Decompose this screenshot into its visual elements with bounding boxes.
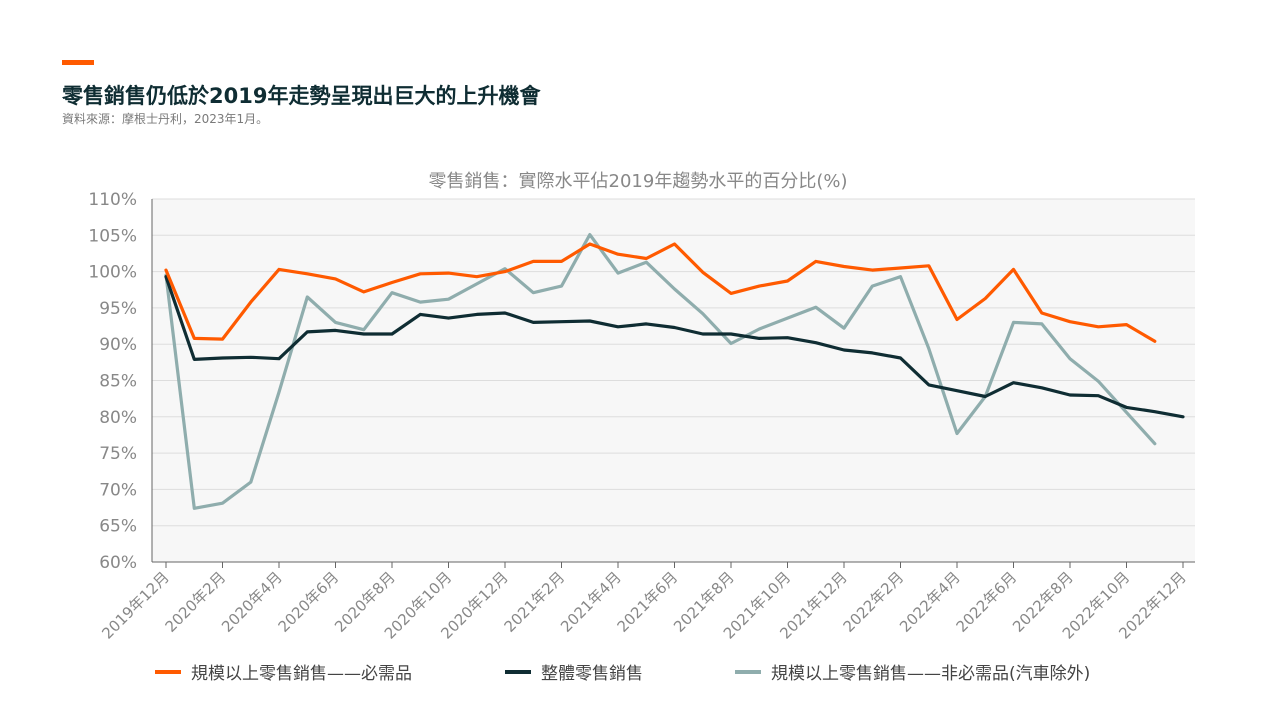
x-tick-label: 2022年2月 [840, 568, 908, 636]
y-tick-label: 85% [99, 372, 137, 392]
x-tick-label: 2022年6月 [953, 568, 1021, 636]
x-tick-label: 2022年4月 [896, 568, 964, 636]
legend-swatch-nonessential [735, 669, 761, 674]
legend-item-total: 整體零售銷售 [505, 659, 643, 684]
y-tick-label: 65% [99, 517, 137, 537]
x-tick-label: 2021年2月 [501, 568, 569, 636]
x-tick-label: 2019年12月 [98, 568, 172, 642]
legend-label-essential: 規模以上零售銷售——必需品 [191, 664, 412, 684]
page-title: 零售銷售仍低於2019年走勢呈現出巨大的上升機會 [62, 84, 541, 108]
gridlines [152, 198, 1195, 563]
legend-swatch-total [505, 669, 531, 674]
y-tick-label: 110% [88, 190, 137, 210]
y-tick-label: 80% [99, 408, 137, 428]
y-tick-label: 105% [88, 226, 137, 246]
chart-title: 零售銷售：實際水平佔2019年趨勢水平的百分比(%) [429, 171, 848, 192]
series-line-1 [164, 275, 1185, 419]
y-tick-label: 100% [88, 263, 137, 283]
x-tick-label: 2020年6月 [275, 568, 343, 636]
y-tick-label: 70% [99, 480, 137, 500]
series-line-0 [164, 242, 1157, 343]
source-note: 資料來源：摩根士丹利，2023年1月。 [62, 112, 269, 126]
accent-bar [62, 60, 94, 65]
series-line-2 [164, 233, 1157, 510]
line-chart: 零售銷售：實際水平佔2019年趨勢水平的百分比(%) 60% 65% 70% 75% 8… [88, 171, 1195, 643]
x-tick-label: 2020年4月 [218, 568, 286, 636]
y-tick-label: 95% [99, 299, 137, 319]
legend-swatch-essential [155, 669, 181, 674]
legend-label-total: 整體零售銷售 [541, 664, 643, 684]
y-tick-label: 60% [99, 553, 137, 573]
x-tick-label: 2021年4月 [557, 568, 625, 636]
y-tick-label: 90% [99, 335, 137, 355]
x-tick-label: 2020年2月 [162, 568, 230, 636]
legend-item-nonessential: 規模以上零售銷售——非必需品(汽車除外) [735, 659, 1090, 684]
y-tick-label: 75% [99, 444, 137, 464]
legend-label-nonessential: 規模以上零售銷售——非必需品(汽車除外) [771, 664, 1091, 684]
legend: 規模以上零售銷售——必需品 整體零售銷售 規模以上零售銷售——非必需品(汽車除外… [155, 659, 1215, 684]
legend-item-essential: 規模以上零售銷售——必需品 [155, 659, 412, 684]
x-tick-label: 2021年6月 [614, 568, 682, 636]
series-lines [164, 233, 1185, 510]
y-axis: 60% 65% 70% 75% 80% 85% 90% 95% 100% 105% 110% [88, 190, 137, 573]
